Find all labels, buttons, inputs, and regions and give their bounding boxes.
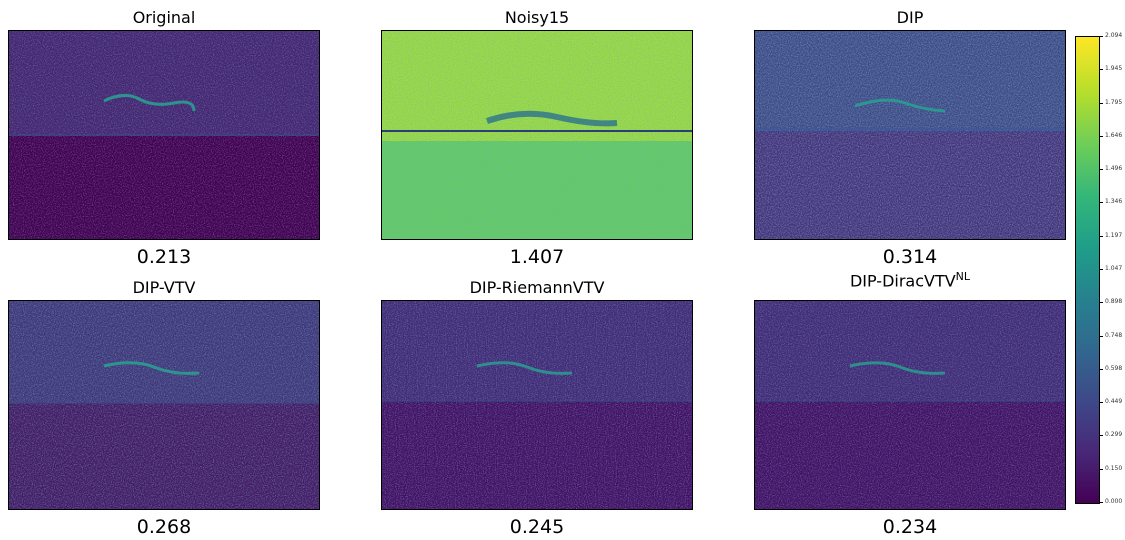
error-map-noisy <box>382 31 692 239</box>
colorbar-tick <box>1099 202 1103 203</box>
colorbar-tick <box>1099 336 1103 337</box>
metric-value: 0.213 <box>136 246 192 268</box>
panel-title: DIP <box>896 8 924 27</box>
colorbar-tick-label: 1.496 <box>1105 165 1123 172</box>
colorbar-tick <box>1099 69 1103 70</box>
colorbar-tick <box>1099 103 1103 104</box>
error-map-dip <box>755 31 1065 239</box>
colorbar-tick-label: 0.000 <box>1105 498 1123 505</box>
colorbar-tick <box>1099 402 1103 403</box>
colorbar-tick <box>1099 269 1103 270</box>
panel-title-superscript: NL <box>955 270 971 283</box>
metric-value: 1.407 <box>509 246 565 268</box>
colorbar-tick-label: 0.449 <box>1105 398 1123 405</box>
metric-value: 0.234 <box>882 516 938 538</box>
panel-title-text: DIP-DiracVTV <box>849 271 956 291</box>
metric-value: 0.245 <box>509 516 565 538</box>
colorbar-tick-label: 1.197 <box>1105 232 1123 239</box>
colorbar-tick <box>1099 36 1103 37</box>
error-map-image <box>381 30 693 240</box>
colorbar-tick <box>1099 302 1103 303</box>
colorbar-tick-label: 1.047 <box>1105 265 1123 272</box>
colorbar-tick <box>1099 502 1103 503</box>
colorbar-tick-label: 1.945 <box>1105 65 1123 72</box>
metric-value: 0.314 <box>882 246 938 268</box>
colorbar-tick-label: 1.346 <box>1105 198 1123 205</box>
error-map-image <box>8 300 320 510</box>
panel-title: Noisy15 <box>504 8 570 27</box>
colorbar-tick-label: 1.646 <box>1105 132 1123 139</box>
panel-title: DIP-RiemannVTV <box>469 278 605 297</box>
colorbar-tick <box>1099 236 1103 237</box>
colorbar-tick-label: 0.598 <box>1105 365 1123 372</box>
colorbar-tick <box>1099 169 1103 170</box>
panel-title: DIP-DiracVTVNL <box>754 270 1066 290</box>
colorbar-tick-label: 0.748 <box>1105 332 1123 339</box>
error-map-image <box>754 30 1066 240</box>
panel-title: DIP-VTV <box>132 278 196 297</box>
colorbar-tick <box>1099 369 1103 370</box>
colorbar-tick-label: 0.299 <box>1105 431 1123 438</box>
colorbar-tick-label: 1.795 <box>1105 99 1123 106</box>
error-map-image <box>754 300 1066 510</box>
error-map-dip-vtv <box>9 301 319 509</box>
colorbar-gradient <box>1075 36 1100 504</box>
error-map-dip-riemannvtv <box>382 301 692 509</box>
metric-value: 0.268 <box>136 516 192 538</box>
colorbar-tick-label: 0.150 <box>1105 465 1123 472</box>
colorbar-tick-label: 2.094 <box>1105 32 1123 39</box>
error-map-dip-diracvtv <box>755 301 1065 509</box>
colorbar-tick <box>1099 136 1103 137</box>
error-map-original <box>9 31 319 239</box>
error-map-image <box>381 300 693 510</box>
error-map-image <box>8 30 320 240</box>
colorbar-tick-label: 0.898 <box>1105 298 1123 305</box>
panel-title: Original <box>132 8 196 27</box>
colorbar-tick <box>1099 435 1103 436</box>
colorbar-tick <box>1099 469 1103 470</box>
